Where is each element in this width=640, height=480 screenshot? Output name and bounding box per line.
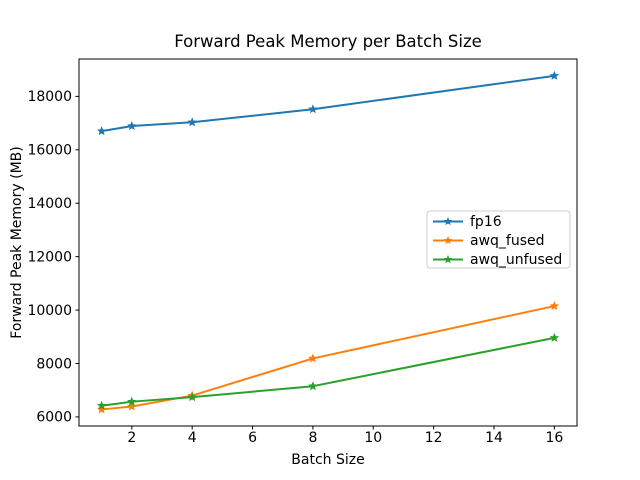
x-tick-label: 14 — [485, 430, 503, 446]
star-marker-icon — [187, 392, 197, 402]
x-tick-label: 16 — [545, 430, 563, 446]
legend-entry-fp16: fp16 — [433, 214, 502, 230]
star-marker-icon — [96, 126, 107, 136]
star-marker-icon — [187, 117, 197, 127]
star-marker-icon — [549, 332, 560, 342]
series-line-awq_fused — [100, 305, 556, 411]
chart-title: Forward Peak Memory per Batch Size — [174, 32, 482, 51]
x-tick-label: 2 — [127, 430, 136, 446]
legend-entry-awq-fused: awq_fused — [433, 233, 545, 249]
y-tick-label: 16000 — [27, 143, 72, 159]
star-marker-icon — [308, 381, 318, 391]
plot-area — [78, 58, 578, 427]
x-tick-label: 12 — [425, 430, 443, 446]
star-marker-icon — [443, 217, 453, 226]
y-tick-label: 12000 — [27, 249, 72, 265]
star-marker-icon — [127, 401, 137, 411]
legend-label: awq_fused — [470, 233, 545, 249]
series-lines — [96, 70, 560, 414]
star-marker-icon — [549, 301, 560, 311]
x-axis-label: Batch Size — [291, 452, 364, 468]
series-line-awq_unfused — [100, 336, 556, 407]
star-marker-icon — [549, 70, 560, 80]
x-tick-label: 6 — [248, 430, 257, 446]
y-tick-label: 18000 — [27, 89, 72, 105]
y-axis-label: Forward Peak Memory (MB) — [9, 146, 25, 338]
x-axis-ticks: 2 4 6 8 10 12 14 16 — [127, 426, 563, 446]
series-line-fp16 — [100, 74, 556, 133]
y-axis-ticks: 6000 8000 10000 12000 14000 16000 18000 — [27, 89, 79, 426]
y-tick-label: 10000 — [27, 303, 72, 319]
y-tick-label: 14000 — [27, 196, 72, 212]
legend-box — [426, 210, 571, 269]
y-tick-label: 8000 — [36, 356, 72, 372]
star-marker-icon — [127, 121, 137, 131]
star-marker-icon — [127, 396, 137, 406]
star-marker-icon — [443, 236, 453, 245]
star-marker-icon — [308, 353, 318, 363]
star-marker-icon — [96, 404, 107, 414]
star-marker-icon — [308, 104, 318, 114]
legend: fp16 awq_fused awq_unfused — [426, 210, 571, 269]
x-tick-label: 8 — [308, 430, 317, 446]
legend-entry-awq-unfused: awq_unfused — [433, 252, 562, 268]
star-marker-icon — [96, 400, 107, 410]
x-tick-label: 4 — [188, 430, 197, 446]
star-marker-icon — [443, 255, 453, 264]
legend-label: fp16 — [470, 214, 502, 230]
legend-label: awq_unfused — [470, 252, 562, 268]
y-tick-label: 6000 — [36, 410, 72, 426]
x-tick-label: 10 — [364, 430, 382, 446]
